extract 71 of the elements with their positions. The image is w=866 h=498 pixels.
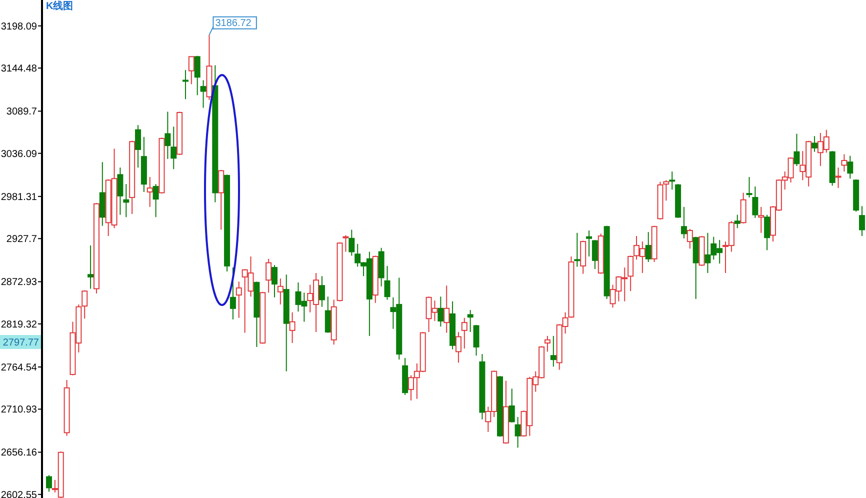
chart-title: K线图 [46, 0, 74, 12]
candlestick [473, 324, 480, 356]
candlestick [794, 133, 800, 166]
candlestick [146, 176, 153, 208]
y-tick-label: 2819.32 [0, 319, 38, 330]
candlestick [467, 309, 474, 332]
y-tick-label: 2656.16 [0, 448, 38, 459]
y-tick-label: 2872.93 [0, 277, 38, 288]
y-tick-label: 2764.54 [0, 362, 38, 374]
candlestick [847, 155, 854, 180]
candlestick [348, 229, 355, 256]
text: 2797.77 [2, 338, 40, 348]
candlestick [461, 317, 468, 350]
candlestick [544, 335, 550, 352]
candlestick [272, 264, 278, 298]
candlestick [200, 80, 206, 108]
candlestick [812, 136, 818, 152]
candlestick [663, 180, 670, 202]
candlestick [182, 70, 188, 100]
candlestick [586, 230, 592, 257]
y-tick-label: 3089.7 [6, 106, 38, 118]
candlestick [740, 192, 746, 224]
candlestick [752, 186, 758, 218]
candlestick [152, 184, 159, 218]
candlestick [758, 206, 764, 234]
candlestick [455, 332, 462, 364]
candlestick [82, 290, 88, 320]
candlestick [384, 265, 390, 300]
candlestick [508, 388, 515, 423]
candlestick [289, 312, 296, 344]
candlestick [123, 184, 130, 218]
candlestick [46, 474, 52, 492]
candlestick [734, 214, 740, 229]
candlestick [680, 206, 687, 239]
y-tick-label: 2927.7 [6, 234, 38, 246]
candlestick [218, 169, 224, 230]
candlestick [444, 285, 450, 334]
candlestick [236, 281, 242, 318]
candlestick [592, 239, 598, 270]
candlestick [342, 234, 349, 252]
candlestick [188, 56, 194, 85]
candlestick [318, 276, 325, 308]
candlestick [170, 126, 177, 170]
y-tick-label: 3036.09 [0, 148, 38, 160]
y-tick-label: 3144.48 [0, 64, 38, 75]
candlestick [164, 111, 171, 160]
candlestick [746, 176, 752, 198]
candlestick [514, 416, 521, 448]
candlestick [135, 124, 142, 168]
candlestick [266, 258, 272, 294]
candlestick [841, 154, 848, 172]
candlestick [764, 214, 770, 251]
candlestick [194, 55, 200, 96]
candlestick [550, 335, 556, 368]
candlestick [88, 244, 94, 290]
candlestick [574, 232, 580, 268]
candlestick [645, 232, 652, 262]
candlestick [628, 255, 634, 292]
y-tick-label: 2710.93 [0, 404, 38, 416]
candlestick [438, 296, 444, 327]
candlestick [686, 228, 693, 250]
candlestick [859, 206, 865, 237]
y-tick-label: 2981.31 [0, 192, 38, 203]
candlestick [277, 278, 284, 305]
candlestick [324, 296, 331, 334]
candlestick [835, 167, 842, 189]
y-tick-label: 3198.09 [0, 21, 38, 32]
annotation: 3186.72 [215, 18, 252, 29]
y-tick-label: 2602.55 [0, 490, 38, 498]
candlestick [669, 171, 676, 190]
candlestick [117, 167, 124, 216]
